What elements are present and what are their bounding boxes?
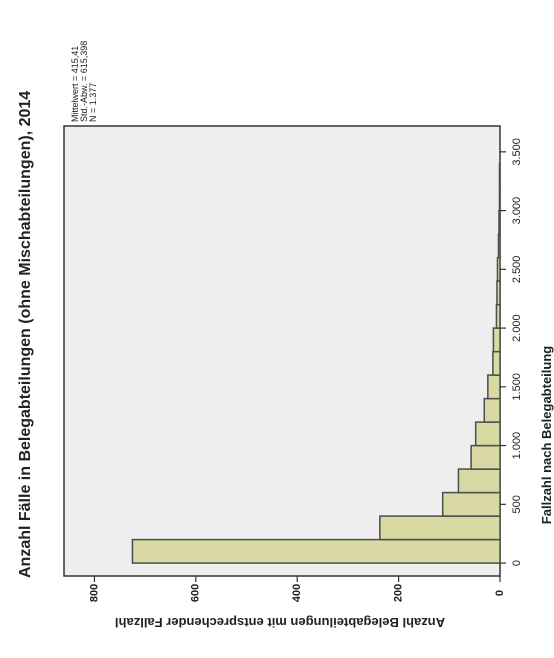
bars-layer [131, 162, 501, 564]
histogram-bar [498, 162, 501, 188]
y-axis: 0 200 400 600 800 [88, 576, 506, 602]
stats-box: Mittelwert = 415,41 Std.-Abw. = 615,398 … [70, 41, 98, 122]
histogram-bar [492, 327, 501, 353]
histogram-bar [496, 280, 501, 306]
y-axis-label: Anzahl Belegabteilungen mit entsprechend… [115, 615, 445, 630]
histogram-bar [379, 515, 501, 541]
x-axis: 0 500 1.000 1.500 2.000 2.500 3.000 3.500 [500, 138, 523, 566]
chart-title: Anzahl Fälle in Belegabteilungen (ohne M… [17, 91, 34, 578]
histogram-bar [474, 421, 501, 447]
histogram-bar [498, 209, 501, 235]
x-axis-label: Fallzahl nach Belegabteilung [539, 346, 554, 524]
x-tick-label: 3.500 [511, 138, 523, 166]
y-tick-label: 800 [88, 584, 100, 602]
histogram-bar [470, 444, 501, 470]
histogram-bar [496, 256, 501, 282]
x-tick-label: 1.500 [511, 373, 523, 401]
histogram-bar [492, 350, 501, 376]
histogram-bar [495, 303, 501, 329]
stats-std: Std.-Abw. = 615,398 [79, 41, 89, 122]
histogram-bar [497, 233, 501, 259]
stats-mean: Mittelwert = 415,41 [70, 46, 80, 122]
plot-area [63, 125, 501, 577]
stats-n: N = 1.377 [88, 83, 98, 122]
histogram-bar [457, 468, 501, 494]
histogram-bar [487, 374, 501, 400]
x-tick-label: 2.000 [511, 314, 523, 342]
x-tick-label: 3.000 [511, 197, 523, 225]
x-tick-label: 0 [511, 560, 523, 566]
x-tick-label: 1.000 [511, 432, 523, 460]
y-tick-label: 600 [190, 584, 202, 602]
histogram-bar [131, 538, 501, 564]
y-tick-label: 400 [291, 584, 303, 602]
y-tick-label: 200 [393, 584, 405, 602]
y-tick-label: 0 [494, 590, 506, 596]
histogram-bar [441, 491, 501, 517]
histogram-bar [483, 397, 501, 423]
x-tick-label: 500 [511, 495, 523, 513]
x-tick-label: 2.500 [511, 256, 523, 284]
histogram-bar [498, 186, 501, 212]
